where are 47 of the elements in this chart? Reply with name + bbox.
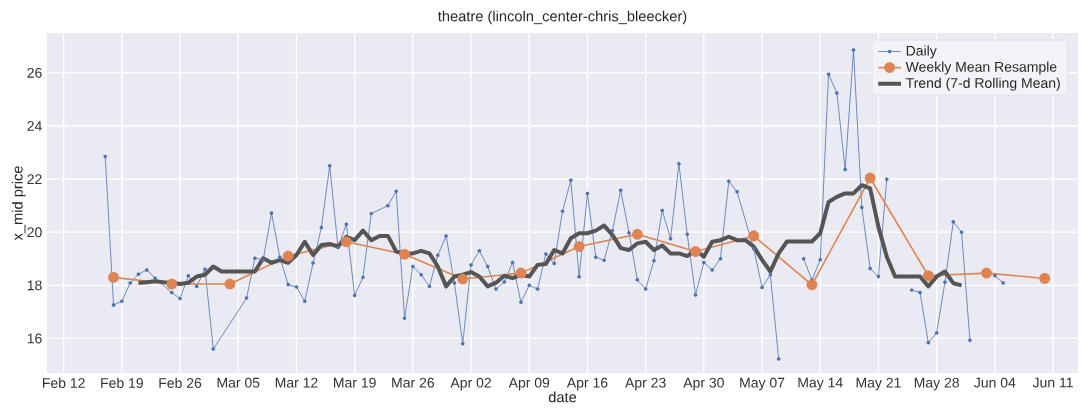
point	[922, 270, 934, 282]
y-tick-label: 24	[27, 121, 42, 131]
y-axis-title: x_mid price	[11, 166, 26, 241]
x-tick-label: Apr 02	[450, 377, 491, 391]
y-tick-label: 18	[27, 280, 42, 291]
y-tick-label: 16	[27, 333, 42, 344]
legend-label: Trend (7-d Rolling Mean)	[905, 77, 1060, 91]
point	[806, 279, 818, 291]
point	[282, 250, 294, 262]
x-tick-label: Mar 19	[334, 377, 376, 388]
legend-label: Daily	[906, 45, 937, 59]
point	[340, 236, 352, 248]
x-tick-label: Jun 11	[1032, 377, 1073, 388]
legend-label: Weekly Mean Resample	[905, 61, 1057, 75]
x-tick-label: Apr 30	[683, 377, 724, 391]
x-tick-label: Apr 23	[625, 377, 666, 391]
point	[748, 230, 760, 242]
point	[631, 228, 643, 240]
x-tick-label: Feb 19	[101, 377, 143, 388]
point	[166, 278, 178, 290]
x-tick-label: Apr 16	[566, 377, 608, 391]
point	[981, 267, 992, 279]
x-tick-label: Feb 26	[159, 377, 202, 388]
x-tick-label: Jun 04	[974, 377, 1016, 388]
y-tick-label: 26	[27, 67, 42, 78]
x-tick-label: Mar 26	[392, 377, 434, 388]
point	[690, 246, 701, 258]
point	[1039, 273, 1051, 284]
chart-title: theatre (lincoln_center-chris_bleecker)	[438, 10, 687, 25]
point	[457, 273, 469, 285]
point	[108, 271, 119, 283]
x-tick-label: Mar 05	[217, 377, 260, 388]
x-tick-label: Feb 12	[43, 377, 85, 388]
x-tick-label: Mar 12	[275, 377, 318, 388]
point	[399, 248, 410, 260]
y-tick-label: 22	[27, 174, 42, 184]
y-tick-label: 20	[27, 227, 42, 238]
point	[224, 278, 236, 290]
x-tick-label: May 14	[798, 377, 843, 391]
x-tick-label: May 07	[740, 377, 785, 391]
point	[573, 241, 585, 252]
x-axis-title: date	[548, 391, 577, 403]
point	[864, 172, 876, 184]
x-tick-label: May 28	[914, 377, 959, 391]
x-tick-label: Apr 09	[508, 377, 550, 391]
point	[515, 267, 527, 279]
x-tick-label: May 21	[856, 377, 901, 391]
